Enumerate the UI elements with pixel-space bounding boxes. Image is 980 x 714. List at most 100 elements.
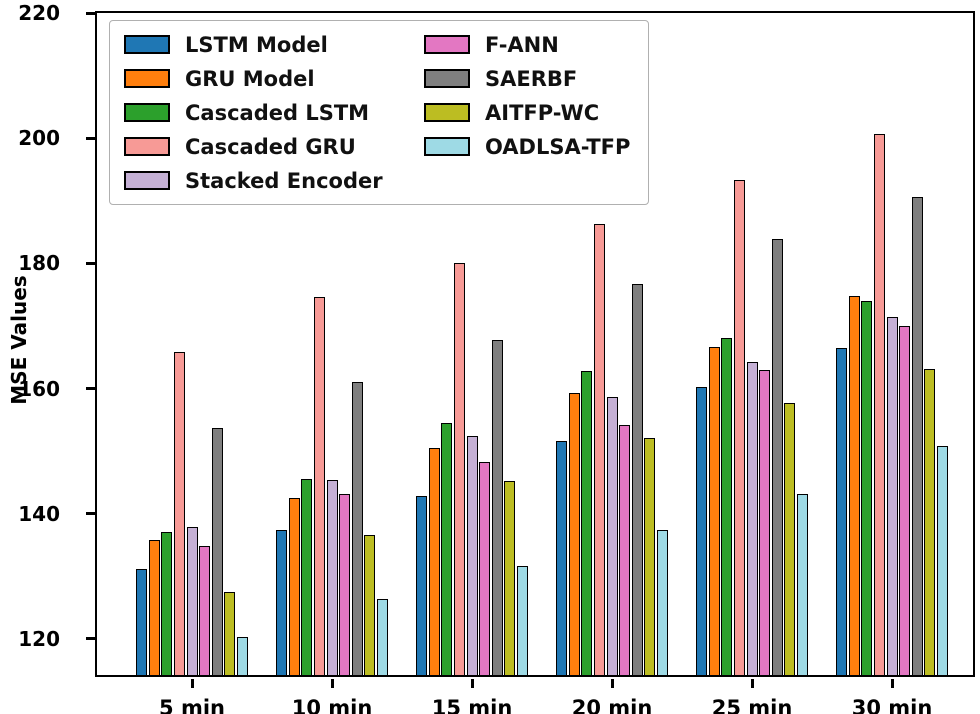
legend-label-cascaded-lstm: Cascaded LSTM [185,100,370,125]
legend-item-saerbf: SAERBF [424,65,630,92]
bar-saerbf-5-min [211,428,223,675]
bar-gru-model-10-min [288,498,300,675]
legend-item-f-ann: F-ANN [424,31,630,58]
legend-label-aitfp-wc: AITFP-WC [485,100,600,125]
bar-cascaded-lstm-15-min [441,422,453,675]
bar-stacked-encoder-15-min [466,435,478,675]
bar-aitfp-wc-5-min [224,592,236,675]
bar-gru-model-20-min [568,392,580,675]
legend-item-oadlsa-tfp: OADLSA-TFP [424,133,630,160]
bar-aitfp-wc-30-min [924,368,936,675]
legend-label-saerbf: SAERBF [485,66,578,91]
bar-oadlsa-tfp-10-min [376,598,388,675]
x-tick-mark-25-min [750,679,754,688]
legend-swatch-f-ann [424,35,470,54]
x-tick-label-15-min: 15 min [431,696,513,714]
bar-saerbf-10-min [351,382,363,675]
legend-swatch-stacked-encoder [124,171,170,190]
plot-inner: 120 140 160 180 200 220 5 min 10 min 15 min 20 mi… [18,1,973,714]
bar-gru-model-30-min [848,295,860,675]
x-tick-mark-30-min [890,679,894,688]
y-tick-mark-140 [86,512,95,516]
bar-stacked-encoder-20-min [606,397,618,675]
bar-cascaded-gru-15-min [453,262,465,675]
legend-label-lstm-model: LSTM Model [185,32,328,57]
bar-aitfp-wc-25-min [784,402,796,675]
legend-column-1: LSTM Model GRU Model Cascaded LSTM Cascaded… [124,31,424,194]
bar-cascaded-lstm-20-min [581,371,593,675]
x-tick-mark-20-min [610,679,614,688]
bar-cascaded-lstm-10-min [301,479,313,675]
bar-cascaded-gru-10-min [313,296,325,675]
x-tick-label-20-min: 20 min [571,696,653,714]
bar-gru-model-25-min [708,347,720,675]
bar-aitfp-wc-10-min [364,534,376,675]
bar-gru-model-5-min [148,540,160,675]
x-tick-mark-15-min [470,679,474,688]
bar-oadlsa-tfp-15-min [516,566,528,675]
bar-saerbf-25-min [771,239,783,675]
legend-label-gru-model: GRU Model [185,66,315,91]
bar-stacked-encoder-5-min [186,526,198,675]
bar-cascaded-lstm-5-min [161,531,173,675]
y-tick-label-220: 220 [18,1,60,25]
bar-cascaded-gru-5-min [173,352,185,675]
bar-lstm-model-15-min [416,495,428,675]
y-tick-label-120: 120 [18,626,60,651]
legend-swatch-cascaded-lstm [124,103,170,122]
legend-item-aitfp-wc: AITFP-WC [424,99,630,126]
y-tick-mark-180 [86,261,95,265]
bar-gru-model-15-min [428,448,440,675]
legend-swatch-gru-model [124,69,170,88]
y-tick-label-200: 200 [18,126,60,151]
bar-f-ann-10-min [339,494,351,675]
x-tick-label-30-min: 30 min [851,696,933,714]
bar-cascaded-lstm-30-min [861,300,873,675]
y-tick-mark-120 [86,637,95,641]
bar-f-ann-25-min [759,369,771,675]
bar-oadlsa-tfp-5-min [236,637,248,675]
bar-lstm-model-5-min [136,569,148,675]
bar-cascaded-gru-30-min [873,133,885,675]
bar-f-ann-30-min [899,325,911,675]
bar-aitfp-wc-20-min [644,437,656,675]
legend-label-f-ann: F-ANN [485,32,559,57]
legend-item-gru-model: GRU Model [124,65,424,92]
legend: LSTM Model GRU Model Cascaded LSTM Cascaded… [109,20,650,205]
legend-column-2: F-ANN SAERBF AITFP-WC OADLSA-TFP [424,31,630,194]
x-tick-label-25-min: 25 min [711,696,793,714]
legend-swatch-saerbf [424,69,470,88]
x-tick-label-10-min: 10 min [291,696,373,714]
bar-aitfp-wc-15-min [504,480,516,675]
legend-item-lstm-model: LSTM Model [124,31,424,58]
y-tick-label-140: 140 [18,501,60,526]
legend-label-stacked-encoder: Stacked Encoder [185,168,383,193]
bar-lstm-model-25-min [696,387,708,675]
bar-saerbf-30-min [911,196,923,675]
bar-oadlsa-tfp-20-min [656,530,668,675]
bar-lstm-model-10-min [276,530,288,675]
x-tick-mark-5-min [190,679,194,688]
legend-item-stacked-encoder: Stacked Encoder [124,167,424,194]
bar-saerbf-20-min [631,284,643,675]
legend-swatch-cascaded-gru [124,137,170,156]
y-tick-mark-160 [86,387,95,391]
y-tick-label-180: 180 [18,251,60,276]
x-tick-mark-10-min [330,679,334,688]
y-tick-mark-220 [86,11,95,15]
x-tick-label-5-min: 5 min [159,696,225,714]
bar-f-ann-5-min [199,546,211,675]
bar-lstm-model-20-min [556,440,568,675]
legend-swatch-oadlsa-tfp [424,137,470,156]
bar-lstm-model-30-min [836,348,848,675]
bar-stacked-encoder-30-min [886,316,898,675]
bar-cascaded-gru-25-min [733,179,745,675]
bar-f-ann-15-min [479,461,491,675]
bar-f-ann-20-min [619,425,631,675]
legend-label-cascaded-gru: Cascaded GRU [185,134,356,159]
bar-saerbf-15-min [491,339,503,675]
bar-cascaded-lstm-25-min [721,338,733,675]
bar-oadlsa-tfp-30-min [936,445,948,675]
y-tick-label-160: 160 [18,376,60,401]
